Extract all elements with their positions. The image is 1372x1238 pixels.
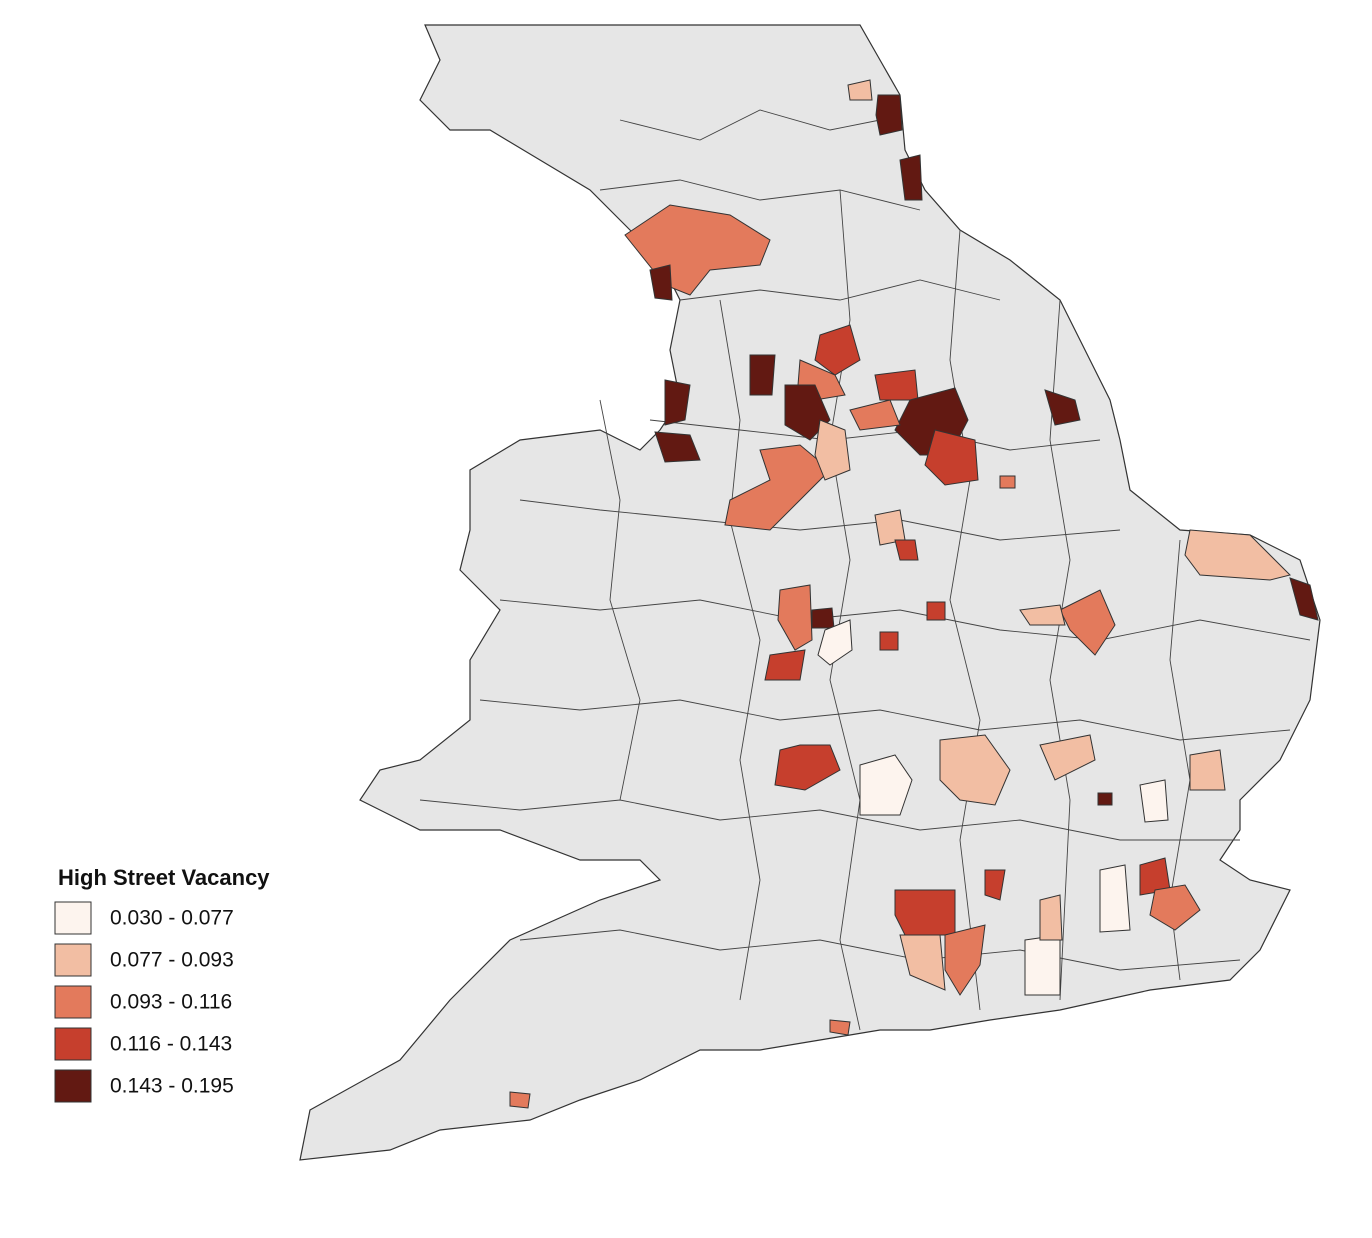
district [879, 631, 899, 651]
legend-label: 0.077 - 0.093 [110, 949, 234, 972]
district [899, 934, 946, 991]
legend-label: 0.143 - 0.195 [110, 1075, 234, 1098]
legend: High Street Vacancy 0.030 - 0.077 0.077 -… [54, 865, 270, 1103]
district [829, 1019, 851, 1036]
district [944, 924, 986, 996]
district [1039, 734, 1096, 781]
coloured-districts [509, 79, 1319, 1109]
district [814, 419, 851, 481]
district [859, 754, 913, 816]
district [777, 584, 813, 651]
district [1184, 529, 1291, 581]
district [724, 444, 831, 531]
district [664, 379, 691, 426]
district [1024, 934, 1061, 996]
legend-items: 0.030 - 0.077 0.077 - 0.093 0.093 - 0.116 0… [54, 901, 234, 1103]
district [874, 369, 919, 401]
district [847, 79, 873, 101]
district [817, 619, 853, 666]
district [811, 607, 835, 629]
district [509, 1091, 531, 1109]
district [654, 431, 701, 463]
legend-label: 0.030 - 0.077 [110, 907, 234, 930]
legend-label: 0.116 - 0.143 [110, 1033, 232, 1056]
district [939, 734, 1011, 806]
legend-label: 0.093 - 0.116 [110, 991, 232, 1014]
district [984, 869, 1006, 901]
district [899, 154, 923, 201]
district [999, 475, 1016, 489]
legend-swatch [54, 1027, 92, 1061]
legend-swatch [54, 1069, 92, 1103]
district [1059, 589, 1116, 656]
district [1289, 577, 1319, 621]
district [1099, 864, 1131, 933]
legend-swatch [54, 985, 92, 1019]
district [875, 94, 903, 136]
district [1044, 389, 1081, 426]
district [1139, 779, 1169, 823]
district [924, 429, 979, 486]
district [926, 601, 946, 621]
district [814, 324, 861, 376]
legend-swatch [54, 943, 92, 977]
legend-swatch [54, 901, 92, 935]
district [749, 354, 776, 396]
legend-title: High Street Vacancy [58, 865, 270, 890]
district [764, 649, 806, 681]
district [1039, 894, 1063, 941]
district [894, 889, 956, 936]
district [1189, 749, 1226, 791]
district [894, 539, 919, 561]
district [774, 744, 841, 791]
district [1149, 884, 1201, 931]
district [1019, 604, 1066, 626]
district [649, 264, 673, 301]
district [849, 399, 901, 431]
district [1097, 792, 1113, 806]
